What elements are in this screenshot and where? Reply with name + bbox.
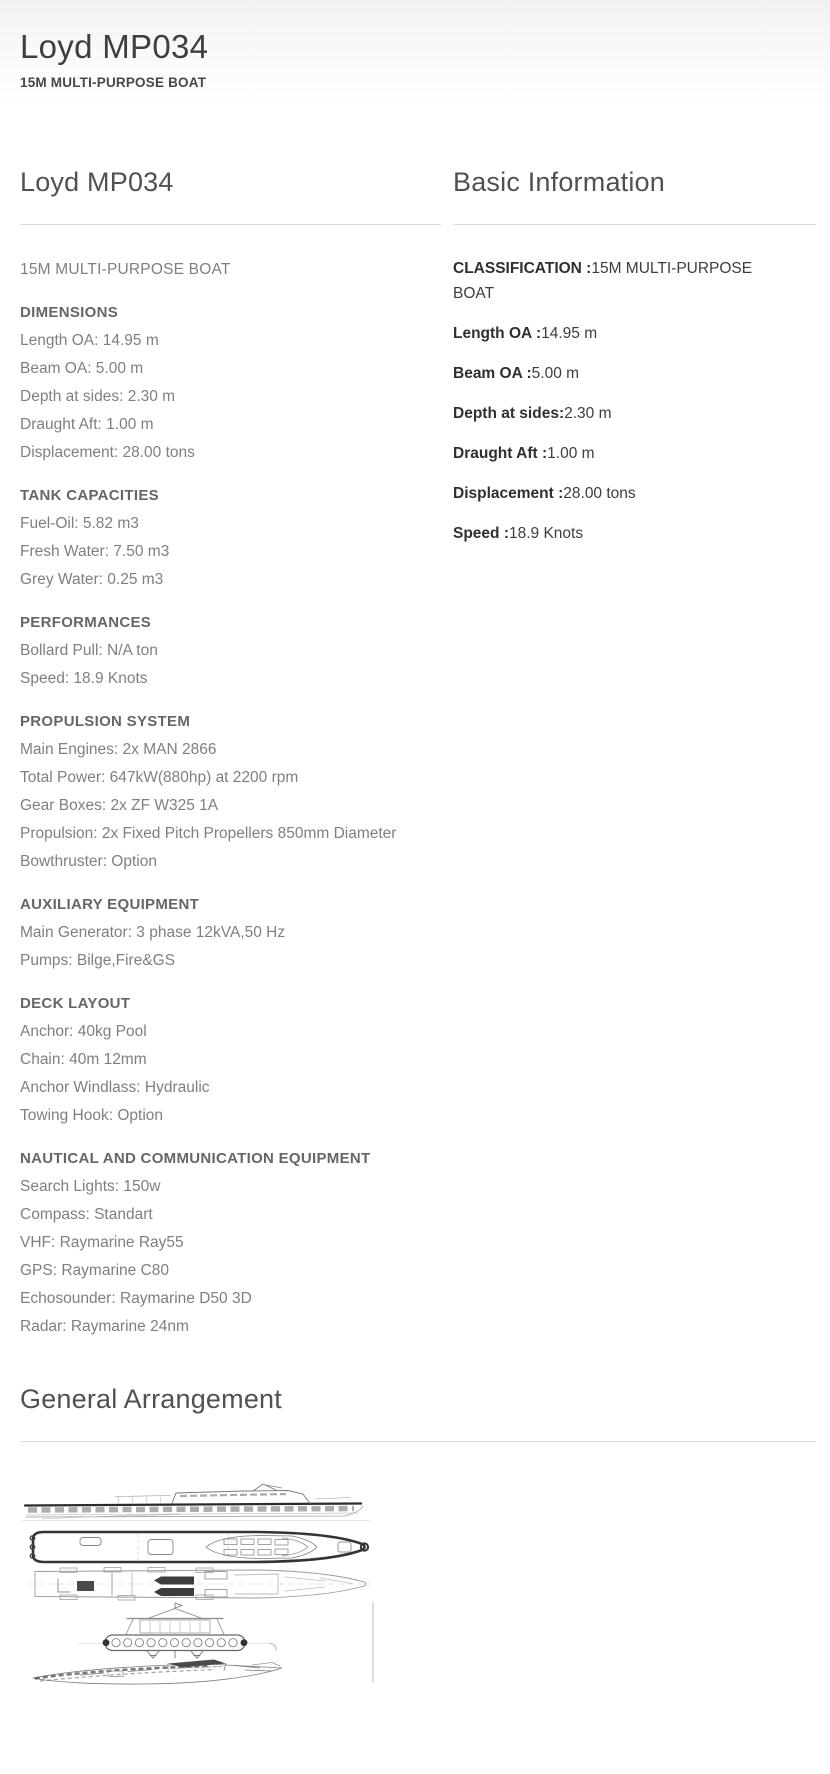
spec-line: VHF: Raymarine Ray55 [20, 1234, 184, 1251]
boat-technical-drawing-image [21, 1483, 374, 1685]
info-label: Draught Aft : [453, 445, 548, 462]
spec-line: Towing Hook: Option [20, 1107, 164, 1124]
info-label: Length OA : [453, 325, 542, 342]
basic-info-heading: Basic Information [453, 167, 665, 197]
spec-line: Bollard Pull: N/A ton [20, 642, 158, 659]
spec-group-performances: PERFORMANCES Bollard Pull: N/A ton Speed… [20, 609, 441, 693]
info-value: 1.00 m [547, 445, 595, 462]
spec-line: Main Engines: 2x MAN 2866 [20, 741, 217, 758]
specs-column: Loyd MP034 15M MULTI-PURPOSE BOAT DIMENS… [20, 164, 441, 1341]
info-value: 15M MULTI-PURPOSE BOAT [453, 260, 753, 302]
spec-group-dimensions: DIMENSIONS Length OA: 14.95 m Beam OA: 5… [20, 299, 441, 467]
page-title: Loyd MP034 [20, 28, 209, 65]
spec-group-deck-layout: DECK LAYOUT Anchor: 40kg Pool Chain: 40m… [20, 990, 441, 1130]
spec-line: Beam OA: 5.00 m [20, 360, 144, 377]
info-value: 5.00 m [531, 365, 580, 382]
spec-group-propulsion-system: PROPULSION SYSTEM Main Engines: 2x MAN 2… [20, 708, 441, 876]
info-label: Depth at sides: [453, 405, 565, 422]
spec-line: Fresh Water: 7.50 m3 [20, 543, 170, 560]
spec-line: Depth at sides: 2.30 m [20, 388, 176, 405]
spec-group-auxiliary-equipment: AUXILIARY EQUIPMENT Main Generator: 3 ph… [20, 891, 441, 975]
spec-line: Gear Boxes: 2x ZF W325 1A [20, 797, 219, 814]
perspective-sketch-view [32, 1659, 283, 1685]
spec-group-title: DECK LAYOUT [20, 995, 131, 1012]
spec-line: Fuel-Oil: 5.82 m3 [20, 515, 139, 532]
spec-group-tank-capacities: TANK CAPACITIES Fuel-Oil: 5.82 m3 Fresh … [20, 482, 441, 594]
info-row-displacement: Displacement :28.00 tons [453, 481, 763, 506]
general-arrangement-section: General Arrangement [0, 1381, 830, 1688]
basic-info-rows: CLASSIFICATION :15M MULTI-PURPOSE BOAT L… [453, 256, 816, 546]
info-row-beam-oa: Beam OA :5.00 m [453, 361, 763, 386]
spec-group-title: AUXILIARY EQUIPMENT [20, 896, 200, 913]
info-label: Displacement : [453, 485, 564, 502]
general-arrangement-divider [20, 1441, 816, 1442]
info-label: Beam OA : [453, 365, 532, 382]
spec-line: Draught Aft: 1.00 m [20, 416, 154, 433]
info-label: CLASSIFICATION : [453, 260, 592, 277]
page-subtitle: 15M MULTI-PURPOSE BOAT [20, 75, 207, 90]
info-row-depth-at-sides: Depth at sides:2.30 m [453, 401, 763, 426]
info-row-speed: Speed :18.9 Knots [453, 521, 763, 546]
spec-line: Radar: Raymarine 24nm [20, 1318, 189, 1335]
info-row-length-oa: Length OA :14.95 m [453, 321, 763, 346]
spec-line: Anchor Windlass: Hydraulic [20, 1079, 210, 1096]
specs-intro: 15M MULTI-PURPOSE BOAT [20, 261, 231, 278]
spec-line: Total Power: 647kW(880hp) at 2200 rpm [20, 769, 299, 786]
page-header: Loyd MP034 15M MULTI-PURPOSE BOAT [0, 0, 830, 92]
info-value: 14.95 m [541, 325, 598, 342]
spec-line: Chain: 40m 12mm [20, 1051, 147, 1068]
general-arrangement-heading: General Arrangement [20, 1384, 282, 1414]
basic-info-divider [453, 224, 816, 225]
spec-group-title: PROPULSION SYSTEM [20, 713, 191, 730]
spec-group-title: TANK CAPACITIES [20, 487, 159, 504]
spec-line: Main Generator: 3 phase 12kVA,50 Hz [20, 924, 286, 941]
spec-group-nautical-communication: NAUTICAL AND COMMUNICATION EQUIPMENT Sea… [20, 1145, 441, 1341]
info-value: 28.00 tons [563, 485, 636, 502]
spec-line: Pumps: Bilge,Fire&GS [20, 952, 176, 969]
spec-line: Speed: 18.9 Knots [20, 670, 148, 687]
info-value: 2.30 m [564, 405, 612, 422]
spec-line: Propulsion: 2x Fixed Pitch Propellers 85… [20, 825, 397, 842]
info-row-draught-aft: Draught Aft :1.00 m [453, 441, 763, 466]
spec-line: Anchor: 40kg Pool [20, 1023, 147, 1040]
basic-info-column: Basic Information CLASSIFICATION :15M MU… [453, 164, 816, 561]
spec-line: GPS: Raymarine C80 [20, 1262, 170, 1279]
spec-line: Compass: Standart [20, 1206, 153, 1223]
main-deck-plan-view [29, 1530, 371, 1564]
lower-deck-plan-view [27, 1567, 371, 1601]
spec-line: Bowthruster: Option [20, 853, 157, 870]
info-row-classification: CLASSIFICATION :15M MULTI-PURPOSE BOAT [453, 256, 763, 306]
transverse-section-view [77, 1602, 277, 1659]
spec-group-title: DIMENSIONS [20, 304, 119, 321]
spec-line: Length OA: 14.95 m [20, 332, 159, 349]
side-profile-view [21, 1483, 371, 1521]
spec-group-title: PERFORMANCES [20, 614, 152, 631]
general-arrangement-drawing [20, 1482, 376, 1688]
specs-heading: Loyd MP034 [20, 167, 174, 197]
info-label: Speed : [453, 525, 509, 542]
spec-line: Displacement: 28.00 tons [20, 444, 195, 461]
info-value: 18.9 Knots [508, 525, 584, 542]
spec-line: Search Lights: 150w [20, 1178, 161, 1195]
spec-line: Grey Water: 0.25 m3 [20, 571, 164, 588]
two-column-area: Loyd MP034 15M MULTI-PURPOSE BOAT DIMENS… [0, 164, 830, 1341]
spec-line: Echosounder: Raymarine D50 3D [20, 1290, 252, 1307]
spec-group-title: NAUTICAL AND COMMUNICATION EQUIPMENT [20, 1150, 371, 1167]
specs-divider [20, 224, 441, 225]
